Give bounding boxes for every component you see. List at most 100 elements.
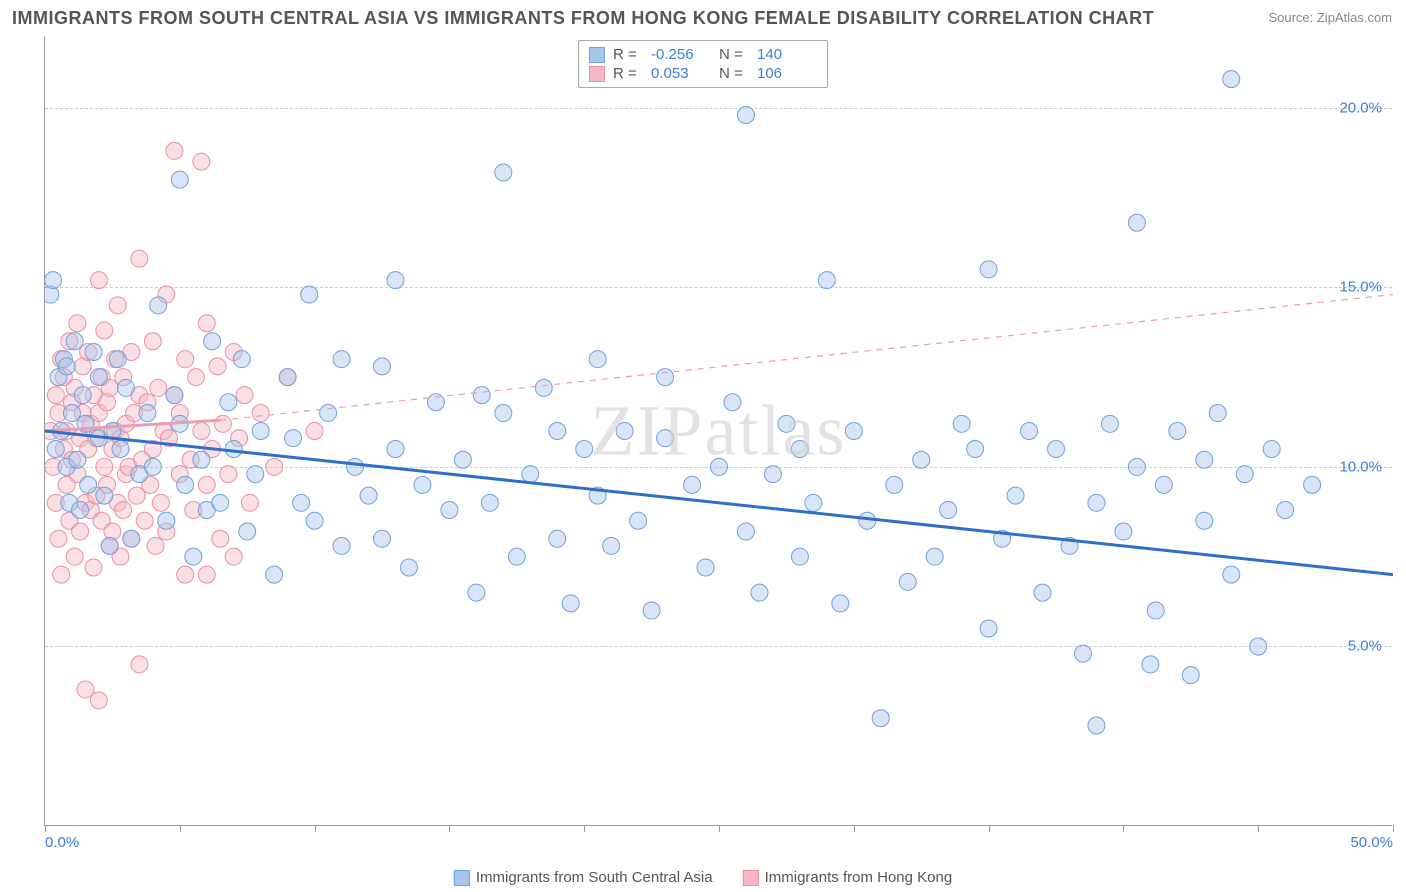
x-tick-mark <box>1123 825 1124 832</box>
data-point <box>233 351 250 368</box>
data-point <box>1034 584 1051 601</box>
n-label: N = <box>719 65 749 82</box>
data-point <box>171 171 188 188</box>
data-point <box>1236 466 1253 483</box>
data-point <box>508 548 525 565</box>
legend-label: Immigrants from South Central Asia <box>476 869 713 886</box>
data-point <box>158 512 175 529</box>
data-point <box>225 548 242 565</box>
data-point <box>252 423 269 440</box>
data-point <box>845 423 862 440</box>
data-point <box>481 494 498 511</box>
x-tick-mark <box>45 825 46 832</box>
data-point <box>980 620 997 637</box>
data-point <box>177 566 194 583</box>
data-point <box>123 530 140 547</box>
data-point <box>80 476 97 493</box>
data-point <box>58 358 75 375</box>
data-point <box>333 537 350 554</box>
data-point <box>886 476 903 493</box>
data-point <box>643 602 660 619</box>
data-point <box>805 494 822 511</box>
data-point <box>1147 602 1164 619</box>
data-point <box>301 286 318 303</box>
x-tick-label: 0.0% <box>45 834 79 851</box>
data-point <box>150 379 167 396</box>
data-point <box>177 351 194 368</box>
x-tick-mark <box>1393 825 1394 832</box>
legend-label: Immigrants from Hong Kong <box>765 869 953 886</box>
data-point <box>85 559 102 576</box>
data-point <box>150 297 167 314</box>
data-point <box>96 458 113 475</box>
legend-swatch <box>589 47 605 63</box>
data-point <box>522 466 539 483</box>
data-point <box>53 566 70 583</box>
x-tick-mark <box>449 825 450 832</box>
data-point <box>737 107 754 124</box>
data-point <box>859 512 876 529</box>
data-point <box>549 423 566 440</box>
data-point <box>535 379 552 396</box>
data-point <box>131 656 148 673</box>
x-tick-mark <box>989 825 990 832</box>
data-point <box>193 153 210 170</box>
data-point <box>751 584 768 601</box>
data-point <box>101 537 118 554</box>
data-point <box>427 394 444 411</box>
data-point <box>454 451 471 468</box>
x-tick-mark <box>315 825 316 832</box>
data-point <box>96 322 113 339</box>
trend-line-dash <box>220 295 1393 421</box>
data-point <box>136 512 153 529</box>
data-point <box>495 164 512 181</box>
data-point <box>239 523 256 540</box>
data-point <box>791 548 808 565</box>
data-point <box>953 415 970 432</box>
data-point <box>1088 494 1105 511</box>
scatter-svg <box>45 36 1393 826</box>
data-point <box>630 512 647 529</box>
data-point <box>306 423 323 440</box>
data-point <box>468 584 485 601</box>
data-point <box>697 559 714 576</box>
data-point <box>603 537 620 554</box>
data-point <box>400 559 417 576</box>
data-point <box>1007 487 1024 504</box>
data-point <box>166 387 183 404</box>
data-point <box>90 692 107 709</box>
data-point <box>1088 717 1105 734</box>
n-value: 106 <box>757 65 817 82</box>
n-value: 140 <box>757 46 817 63</box>
data-point <box>1304 476 1321 493</box>
data-point <box>212 530 229 547</box>
chart-plot-area: ZIPatlas 5.0%10.0%15.0%20.0%0.0%50.0% <box>44 36 1392 826</box>
data-point <box>112 440 129 457</box>
data-point <box>204 333 221 350</box>
data-point <box>1021 423 1038 440</box>
data-point <box>266 458 283 475</box>
data-point <box>152 494 169 511</box>
data-point <box>90 369 107 386</box>
data-point <box>1277 502 1294 519</box>
series-legend: Immigrants from South Central Asia Immigr… <box>454 869 952 886</box>
data-point <box>50 530 67 547</box>
x-tick-mark <box>719 825 720 832</box>
data-point <box>737 523 754 540</box>
data-point <box>913 451 930 468</box>
data-point <box>185 548 202 565</box>
x-tick-label: 50.0% <box>1350 834 1393 851</box>
data-point <box>117 379 134 396</box>
data-point <box>252 405 269 422</box>
legend-item: Immigrants from Hong Kong <box>743 869 953 886</box>
data-point <box>47 440 64 457</box>
data-point <box>69 315 86 332</box>
data-point <box>374 358 391 375</box>
data-point <box>549 530 566 547</box>
x-tick-mark <box>180 825 181 832</box>
x-tick-mark <box>854 825 855 832</box>
data-point <box>47 387 64 404</box>
data-point <box>778 415 795 432</box>
data-point <box>360 487 377 504</box>
data-point <box>90 272 107 289</box>
